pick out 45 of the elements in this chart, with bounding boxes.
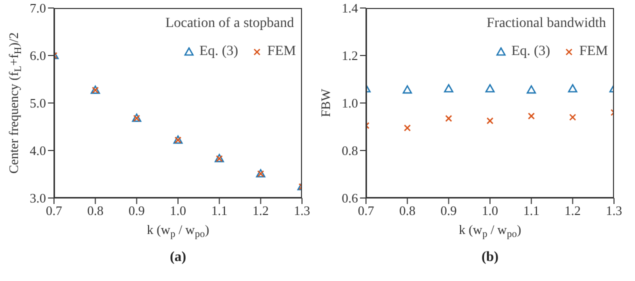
text: (a) — [168, 250, 188, 266]
legend-label: Eq. (3) — [511, 44, 550, 60]
y-tick-label: 6.0 — [30, 48, 46, 64]
point — [485, 84, 495, 92]
x-tick-label: 0.9 — [440, 203, 457, 218]
point — [404, 124, 411, 132]
x-tick-label: 0.8 — [399, 203, 416, 218]
point — [528, 112, 535, 120]
y-tick-label: 3.0 — [30, 190, 46, 206]
x-tick-label: 1.3 — [606, 203, 622, 218]
x-axis-title: k (w$_{p}$ / w$_{po}$) — [458, 222, 522, 240]
y-tick-label: 0.8 — [342, 143, 358, 158]
x-tick-label: 0.8 — [87, 203, 104, 218]
x-tick-label: 1.2 — [564, 203, 581, 218]
x-tick-label: 1.2 — [252, 203, 269, 218]
x-axis-title: k (w$_{p}$ / w$_{po}$) — [146, 222, 210, 240]
point — [402, 85, 412, 94]
y-tick-label: 1.2 — [342, 48, 358, 64]
text: (b) — [480, 250, 500, 266]
x-tick-label: 1.1 — [211, 203, 228, 218]
legend-label: FEM — [579, 44, 608, 60]
point — [444, 84, 454, 92]
point — [486, 117, 494, 124]
y-tick-label: 1.4 — [342, 0, 358, 16]
y-tick-label: 7.0 — [30, 0, 46, 16]
legend-label: FEM — [267, 44, 296, 60]
x-tick-label: 0.9 — [128, 203, 145, 218]
point — [445, 114, 452, 122]
y-axis-title: FBW — [318, 88, 333, 118]
x-tick-label: 1.1 — [523, 203, 540, 218]
y-tick-label: 5.0 — [30, 96, 46, 111]
point — [568, 84, 578, 92]
point — [569, 114, 576, 121]
text: Fractional bandwidth — [486, 16, 606, 32]
x-tick-label: 0.7 — [358, 203, 375, 218]
y-tick-label: 4.0 — [30, 143, 46, 158]
legend-label: Eq. (3) — [199, 44, 238, 60]
point — [526, 85, 536, 94]
y-tick-label: 1.0 — [342, 96, 358, 111]
text: Location of a stopband — [165, 16, 294, 32]
y-tick-label: 0.6 — [342, 190, 358, 206]
x-tick-label: 1.3 — [294, 203, 310, 218]
x-tick-label: 0.7 — [46, 203, 63, 218]
x-tick-label: 1.0 — [170, 203, 186, 218]
x-tick-label: 1.0 — [482, 203, 498, 218]
